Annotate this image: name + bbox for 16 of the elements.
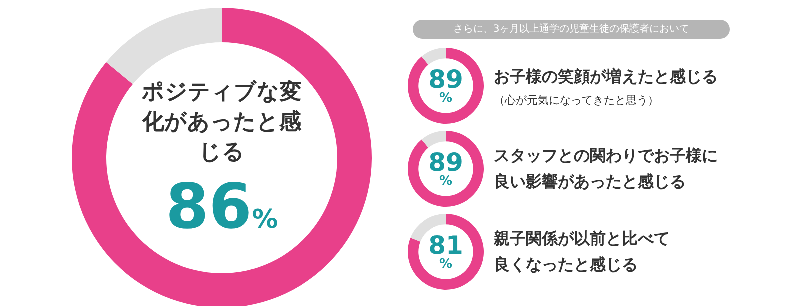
donut-slice — [408, 214, 484, 290]
text: （心が元気になってきたと思う） — [494, 93, 660, 108]
donut-slice — [408, 131, 484, 207]
data-label: 86% — [166, 170, 278, 243]
data-label: 81% — [428, 231, 464, 272]
data-label: 89% — [428, 148, 464, 189]
donut-slice — [422, 48, 446, 65]
text: 親子関係が以前と比べて良くなったと感じる — [494, 228, 671, 276]
donut-slice — [422, 131, 446, 148]
text: スタッフとの関わりでお子様に良い影響があったと感じる — [494, 145, 719, 193]
text: ポジティブな変化があったと感じる — [140, 78, 303, 167]
donut-slice — [408, 48, 484, 124]
data-label: 89% — [428, 65, 464, 106]
text: お子様の笑顔が増えたと感じる — [494, 66, 719, 88]
text: さらに、3ヶ月以上通学の児童生徒の保護者において — [413, 20, 730, 39]
donut-slice — [72, 8, 372, 306]
